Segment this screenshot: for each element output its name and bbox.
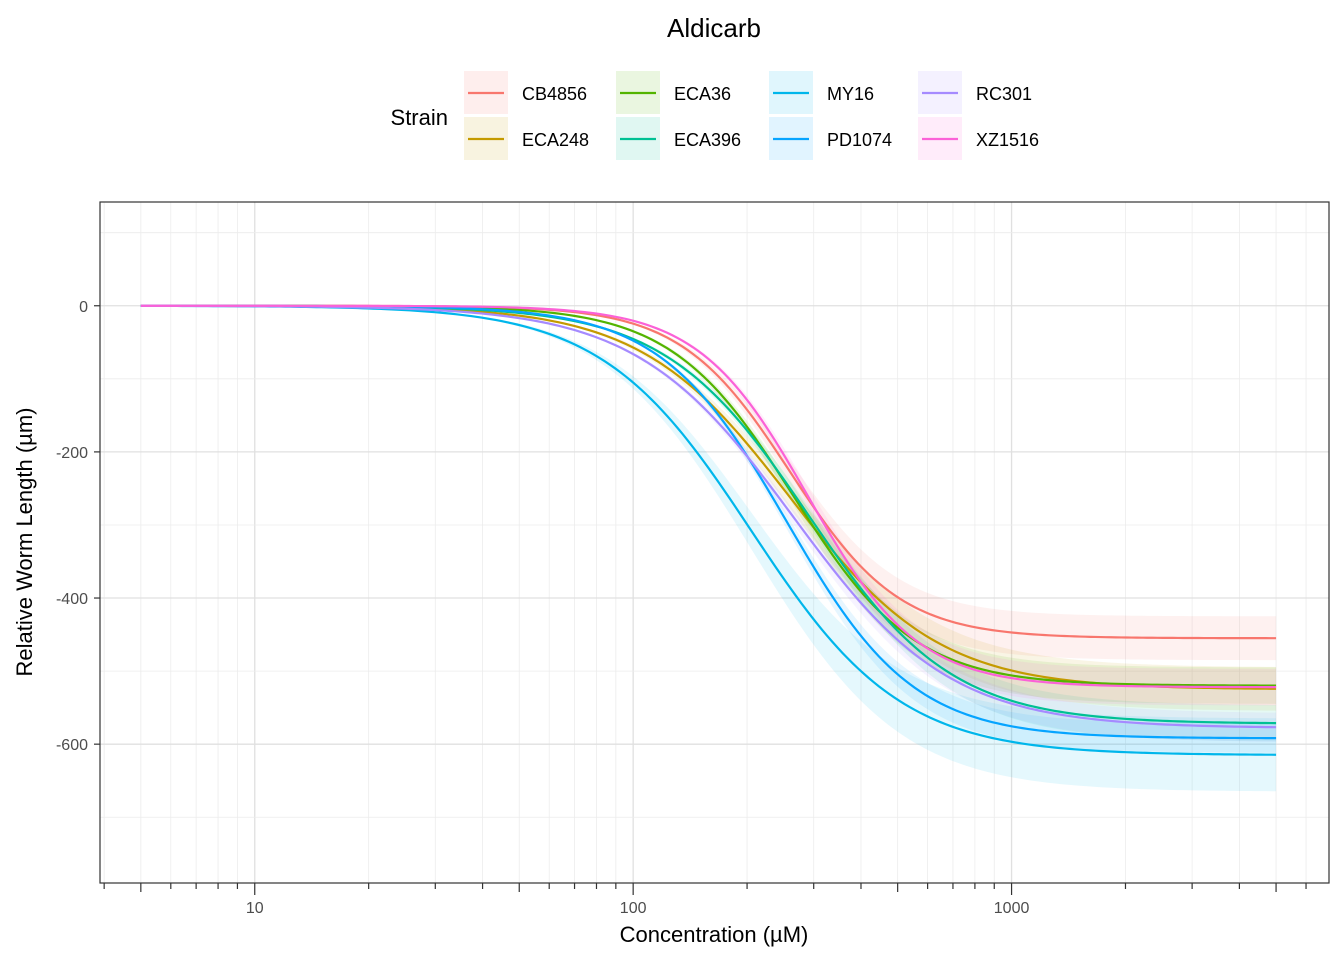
ribbon-my16 — [140, 305, 1277, 792]
y-tick-label: -600 — [56, 737, 88, 754]
ribbon-eca248 — [140, 305, 1277, 711]
legend-label-eca248: ECA248 — [522, 130, 589, 150]
plot-border — [99, 201, 1330, 884]
legend-label-pd1074: PD1074 — [827, 130, 892, 150]
x-tick-label: 10 — [246, 900, 264, 917]
y-tick-label: -400 — [56, 591, 88, 608]
confidence-ribbons — [140, 305, 1277, 792]
y-axis-title: Relative Worm Length (µm) — [12, 407, 37, 676]
legend-label-my16: MY16 — [827, 84, 874, 104]
legend-label-xz1516: XZ1516 — [976, 130, 1039, 150]
x-tick-label: 1000 — [994, 900, 1030, 917]
legend-label-cb4856: CB4856 — [522, 84, 587, 104]
legend-title: Strain — [391, 105, 448, 130]
x-axis-title: Concentration (µM) — [620, 922, 809, 947]
x-axis: 10 100 1000 — [103, 883, 1307, 917]
ribbon-cb4856 — [140, 305, 1277, 661]
y-axis: 0 -200 -400 -600 — [56, 299, 100, 754]
grid — [100, 202, 1329, 883]
legend-label-rc301: RC301 — [976, 84, 1032, 104]
line-xz1516 — [140, 304, 1277, 689]
legend: Strain CB4856 ECA248 ECA36 ECA396 MY16 PD1074… — [391, 71, 1039, 160]
series-lines — [140, 304, 1277, 756]
plot-panel — [100, 202, 1329, 883]
legend-label-eca36: ECA36 — [674, 84, 731, 104]
y-tick-label: -200 — [56, 445, 88, 462]
legend-label-eca396: ECA396 — [674, 130, 741, 150]
chart-title: Aldicarb — [667, 13, 761, 43]
y-tick-label: 0 — [79, 299, 88, 316]
x-tick-label: 100 — [620, 900, 647, 917]
